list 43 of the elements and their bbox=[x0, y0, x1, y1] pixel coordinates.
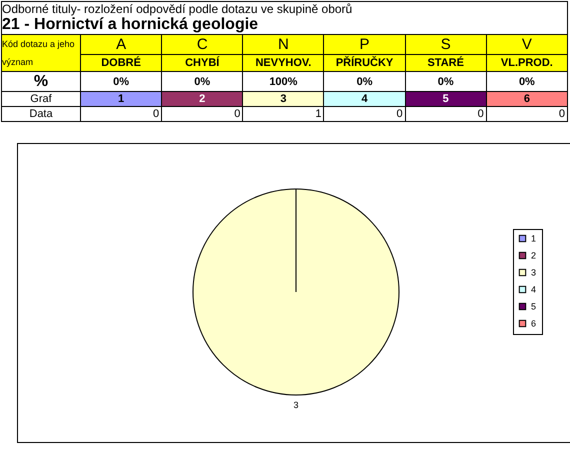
text: 0 bbox=[396, 108, 403, 120]
text: V bbox=[486, 34, 568, 55]
chart-subtitle: Odborné tituly- rozložení odpovědí podle dotazu ve skupině oborů bbox=[2, 2, 568, 16]
legend-label: 3 bbox=[531, 268, 536, 278]
text: NEVYHOV. bbox=[242, 54, 324, 72]
legend-label: 1 bbox=[531, 234, 536, 244]
text: 0 bbox=[153, 108, 160, 120]
text: 0 bbox=[478, 108, 484, 120]
text: 0% bbox=[162, 72, 243, 92]
text: VL.PROD. bbox=[486, 54, 568, 72]
slice-label: 3 bbox=[293, 400, 299, 410]
swatch: 1 bbox=[80, 92, 162, 106]
text: 0% bbox=[486, 72, 568, 92]
text: DOBRÉ bbox=[80, 54, 162, 72]
text: 0 bbox=[558, 108, 565, 120]
legend-label: 2 bbox=[531, 250, 536, 260]
legend-label: 4 bbox=[531, 284, 536, 294]
text: PŘÍRUČKY bbox=[324, 54, 406, 72]
text: % bbox=[2, 72, 80, 92]
text: N bbox=[242, 34, 324, 55]
text: 0 bbox=[234, 108, 240, 120]
swatch: 2 bbox=[162, 92, 243, 106]
legend-label: 5 bbox=[531, 302, 536, 312]
text: CHYBÍ bbox=[162, 54, 243, 72]
swatch: 5 bbox=[405, 92, 486, 106]
swatch: 6 bbox=[486, 92, 568, 106]
text: A bbox=[80, 34, 162, 55]
chart-title: 21 - Hornictví a hornická geologie bbox=[2, 16, 568, 34]
text: STARÉ bbox=[405, 54, 486, 72]
swatch: 4 bbox=[324, 92, 406, 106]
data-label: 1 bbox=[242, 106, 324, 122]
text: Data bbox=[2, 106, 80, 122]
text: Kód dotazu a jeho význam bbox=[2, 34, 80, 72]
text: S bbox=[405, 34, 486, 55]
text: 0% bbox=[324, 72, 406, 92]
legend-label: 6 bbox=[531, 318, 536, 328]
swatch: 3 bbox=[242, 92, 324, 106]
text: 0% bbox=[80, 72, 162, 92]
text: C bbox=[162, 34, 243, 55]
text: 100% bbox=[242, 72, 324, 92]
text: Graf bbox=[2, 92, 80, 106]
text: 0% bbox=[405, 72, 486, 92]
text: P bbox=[324, 34, 406, 55]
